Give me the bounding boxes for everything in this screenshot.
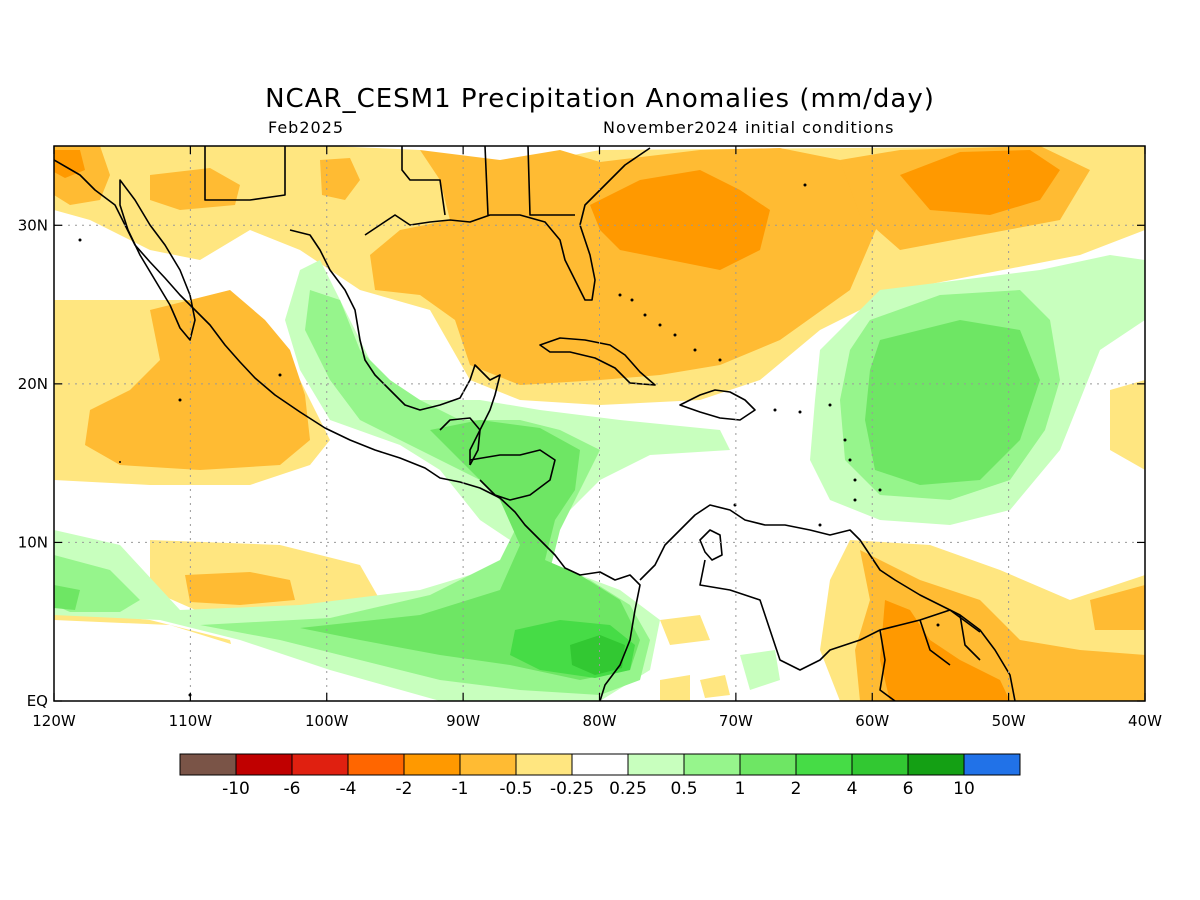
coastlines xyxy=(54,146,1016,701)
lon-tick-label: 120W xyxy=(32,712,76,730)
axis-ticks: 120W 110W 100W 90W 80W 70W 60W 50W 40W EQ 10N 20N 30… xyxy=(18,146,1162,730)
initial-conditions: November2024 initial conditions xyxy=(603,118,895,137)
colorbar-label: 0.25 xyxy=(609,779,647,799)
lat-tick-label: 10N xyxy=(18,533,48,551)
colorbar-swatch xyxy=(851,753,909,776)
colorbar-label: 2 xyxy=(791,779,802,799)
colorbar-label: 0.5 xyxy=(670,779,697,799)
colorbar-label: -4 xyxy=(340,779,357,799)
grid-lines xyxy=(54,146,1145,701)
colorbar-label: 6 xyxy=(903,779,914,799)
lon-tick-label: 70W xyxy=(719,712,753,730)
lat-tick-label: EQ xyxy=(27,692,48,710)
lat-tick-label: 20N xyxy=(18,375,48,393)
map-title: NCAR_CESM1 Precipitation Anomalies (mm/d… xyxy=(265,84,935,114)
colorbar-swatch xyxy=(683,753,741,776)
anomaly-medium-green xyxy=(54,320,1040,680)
colorbar-swatch xyxy=(571,753,629,776)
colorbar-label: 4 xyxy=(847,779,858,799)
lon-tick-label: 90W xyxy=(446,712,480,730)
colorbar-label: -2 xyxy=(396,779,413,799)
colorbar-swatch xyxy=(179,753,237,776)
lon-tick-label: 60W xyxy=(855,712,889,730)
colorbar-label: -10 xyxy=(222,779,250,799)
lat-tick-label: 30N xyxy=(18,216,48,234)
colorbar: -10 -6 -4 -2 -1 -0.5 -0.25 0.25 0.5 1 2 4 6 10 xyxy=(179,753,1021,799)
colorbar-swatch xyxy=(291,753,349,776)
colorbar-label: 1 xyxy=(735,779,746,799)
anomaly-dark-orange xyxy=(54,150,1060,701)
colorbar-swatch xyxy=(235,753,293,776)
colorbar-swatch xyxy=(963,753,1021,776)
colorbar-swatch xyxy=(907,753,965,776)
colorbar-label: -0.25 xyxy=(550,779,594,799)
anomaly-dark-green xyxy=(570,635,625,675)
colorbar-swatch xyxy=(515,753,573,776)
colorbar-swatch xyxy=(403,753,461,776)
colorbar-label: -0.5 xyxy=(499,779,532,799)
lon-tick-label: 40W xyxy=(1128,712,1162,730)
lon-tick-label: 110W xyxy=(169,712,213,730)
colorbar-label: -1 xyxy=(452,779,469,799)
colorbar-swatch xyxy=(739,753,797,776)
anomaly-field xyxy=(54,146,1145,701)
lon-tick-label: 50W xyxy=(992,712,1026,730)
lon-tick-label: 100W xyxy=(305,712,349,730)
colorbar-label: 10 xyxy=(953,779,975,799)
lon-tick-label: 80W xyxy=(583,712,617,730)
colorbar-swatch xyxy=(347,753,405,776)
colorbar-swatch xyxy=(459,753,517,776)
colorbar-label: -6 xyxy=(284,779,301,799)
forecast-month: Feb2025 xyxy=(268,118,345,137)
colorbar-swatch xyxy=(795,753,853,776)
colorbar-swatch xyxy=(627,753,685,776)
